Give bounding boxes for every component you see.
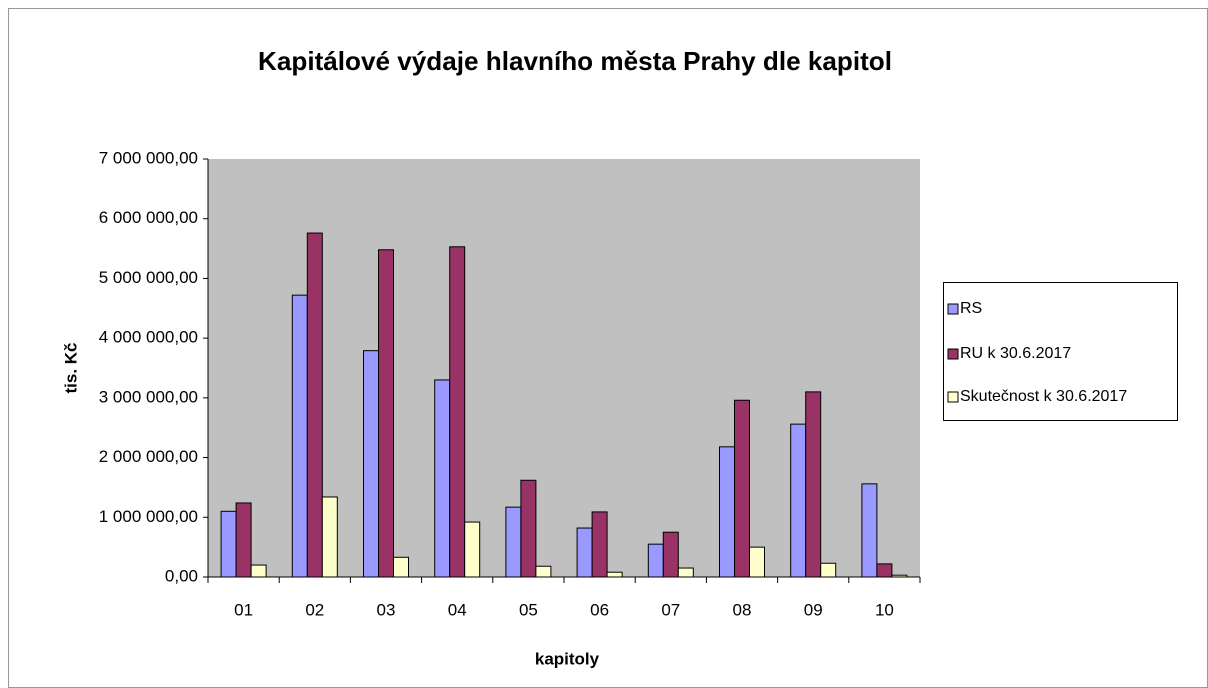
bar [378, 249, 394, 578]
bar [677, 567, 694, 578]
bar [363, 350, 379, 578]
y-tick-label: 6 000 000,00 [99, 208, 198, 227]
y-tick-label: 2 000 000,00 [99, 447, 198, 466]
y-tick-label: 1 000 000,00 [99, 507, 198, 526]
bar [291, 294, 308, 578]
x-axis-label: kapitoly [535, 649, 600, 668]
x-tick-label: 04 [448, 600, 467, 619]
bar [734, 399, 750, 578]
bar [790, 423, 807, 578]
legend-swatch [947, 303, 959, 315]
bar [662, 531, 679, 578]
bar [576, 527, 593, 578]
bar [449, 246, 466, 578]
bar [820, 562, 837, 578]
x-tick-label: 03 [377, 600, 396, 619]
bar [647, 543, 664, 578]
bar [606, 571, 623, 578]
bar [505, 506, 522, 578]
x-tick-label: 05 [519, 600, 538, 619]
bar [749, 546, 765, 578]
y-tick-label: 0,00 [165, 566, 198, 585]
bar [250, 564, 267, 578]
bar [321, 496, 338, 578]
bar [220, 510, 237, 578]
y-tick-label: 3 000 000,00 [99, 387, 198, 406]
legend-swatch [947, 391, 959, 403]
bar [393, 556, 409, 578]
legend [943, 282, 1178, 421]
x-tick-label: 09 [804, 600, 823, 619]
x-tick-label: 06 [590, 600, 609, 619]
bar [805, 391, 822, 578]
y-tick-label: 5 000 000,00 [99, 268, 198, 287]
legend-label: RU k 30.6.2017 [960, 345, 1071, 362]
bar [464, 521, 481, 578]
x-tick-label: 10 [875, 600, 894, 619]
x-tick-label: 02 [305, 600, 324, 619]
bar [591, 511, 608, 578]
bar [306, 232, 323, 578]
bar [235, 502, 252, 578]
x-tick-label: 01 [234, 600, 253, 619]
y-tick-label: 7 000 000,00 [99, 148, 198, 167]
legend-label: Skutečnost k 30.6.2017 [960, 388, 1127, 405]
bar [520, 479, 537, 578]
bar [535, 565, 552, 578]
x-tick-label: 08 [733, 600, 752, 619]
x-tick-label: 07 [661, 600, 680, 619]
legend-swatch [947, 348, 959, 360]
bar [861, 483, 878, 578]
bar [876, 563, 893, 578]
y-tick-label: 4 000 000,00 [99, 328, 198, 347]
bar [434, 379, 451, 578]
y-axis-label: tis. Kč [61, 342, 80, 393]
chart-title: Kapitálové výdaje hlavního města Prahy d… [258, 46, 892, 76]
bar [719, 446, 735, 578]
legend-label: RS [960, 300, 982, 317]
